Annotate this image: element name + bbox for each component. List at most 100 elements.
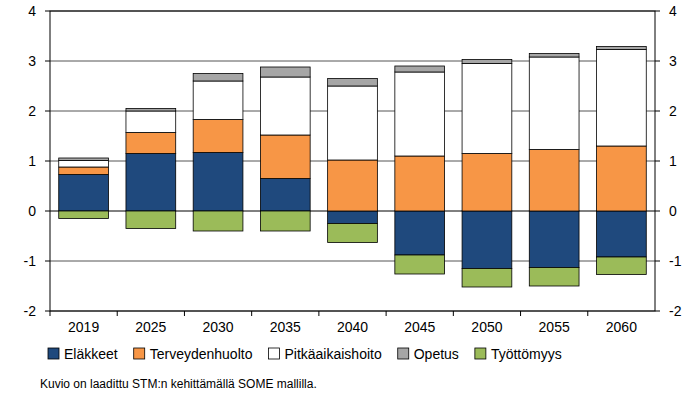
- category-label: 2060: [606, 319, 637, 335]
- legend-label: Opetus: [414, 346, 459, 362]
- bar: [597, 47, 647, 50]
- legend-swatch: [268, 348, 279, 359]
- tick-mark: [184, 311, 185, 316]
- tick-label: 0: [669, 203, 677, 219]
- bar: [126, 211, 176, 229]
- bar: [395, 66, 445, 72]
- tick-label: 2: [669, 103, 677, 119]
- bar: [260, 179, 310, 212]
- legend-swatch: [475, 348, 486, 359]
- category-label: 2030: [202, 319, 233, 335]
- tick-mark: [520, 311, 521, 316]
- bar: [260, 67, 310, 77]
- bar: [193, 120, 243, 153]
- category-label: 2045: [404, 319, 435, 335]
- category-label: 2019: [68, 319, 99, 335]
- tick-label: 4: [28, 3, 36, 19]
- tick-mark: [117, 311, 118, 316]
- bar: [462, 154, 512, 212]
- tick-mark: [655, 211, 660, 212]
- tick-mark: [45, 61, 50, 62]
- legend-swatch: [134, 348, 145, 359]
- tick-label: 1: [28, 153, 36, 169]
- category-label: 2025: [135, 319, 166, 335]
- bar: [395, 72, 445, 156]
- legend-label: Pitkäaikaishoito: [284, 346, 381, 362]
- bar: [462, 211, 512, 269]
- bar: [529, 211, 579, 268]
- bar: [193, 74, 243, 82]
- tick-mark: [655, 161, 660, 162]
- bar: [126, 133, 176, 154]
- tick-label: -1: [24, 253, 37, 269]
- tick-label: 2: [28, 103, 36, 119]
- category-label: 2055: [539, 319, 570, 335]
- bar: [597, 211, 647, 257]
- bar: [328, 224, 378, 243]
- bar: [597, 146, 647, 211]
- bar: [597, 50, 647, 147]
- tick-mark: [655, 61, 660, 62]
- tick-mark: [45, 261, 50, 262]
- legend-swatch: [48, 348, 59, 359]
- bar: [193, 81, 243, 120]
- tick-mark: [318, 311, 319, 316]
- tick-mark: [45, 311, 50, 312]
- category-label: 2040: [337, 319, 368, 335]
- bar: [328, 211, 378, 224]
- tick-label: 3: [28, 53, 36, 69]
- tick-label: -2: [24, 303, 37, 319]
- tick-label: -1: [669, 253, 682, 269]
- tick-mark: [45, 211, 50, 212]
- tick-label: -2: [669, 303, 682, 319]
- tick-mark: [655, 11, 660, 12]
- bar: [529, 57, 579, 150]
- category-label: 2035: [270, 319, 301, 335]
- legend-label: Eläkkeet: [64, 346, 118, 362]
- tick-label: 3: [669, 53, 677, 69]
- tick-label: 0: [28, 203, 36, 219]
- bar: [328, 79, 378, 87]
- bar: [328, 160, 378, 211]
- bar: [462, 60, 512, 64]
- tick-mark: [655, 261, 660, 262]
- bar: [59, 158, 109, 161]
- bar: [59, 175, 109, 212]
- bar: [59, 161, 109, 168]
- tick-mark: [45, 111, 50, 112]
- tick-mark: [655, 311, 660, 312]
- bar: [529, 268, 579, 287]
- bar: [59, 211, 109, 219]
- tick-mark: [587, 311, 588, 316]
- bar: [529, 150, 579, 212]
- plot-frame: [50, 11, 655, 311]
- tick-mark: [386, 311, 387, 316]
- bar: [126, 154, 176, 212]
- note: Kuvio on laadittu STM:n kehittämällä SOM…: [40, 377, 317, 391]
- bar: [59, 167, 109, 175]
- legend-label: Terveydenhuolto: [150, 346, 253, 362]
- grid: [45, 11, 660, 311]
- tick-mark: [655, 111, 660, 112]
- tick-mark: [45, 11, 50, 12]
- bar: [260, 211, 310, 231]
- tick-mark: [45, 161, 50, 162]
- bar: [597, 257, 647, 275]
- bar: [395, 255, 445, 274]
- legend-swatch: [398, 348, 409, 359]
- tick-label: 4: [669, 3, 677, 19]
- bar: [126, 111, 176, 133]
- bar: [395, 211, 445, 255]
- tick-label: 1: [669, 153, 677, 169]
- bar: [193, 211, 243, 231]
- chart: -2 -2 -1 -1 0 0 1 1 2 2 3 3 4 4 2019 2025 2030 2035 2040 20…: [0, 0, 696, 397]
- bar: [529, 54, 579, 58]
- bars: [59, 47, 647, 288]
- tick-mark: [453, 311, 454, 316]
- bar: [260, 135, 310, 179]
- bar: [462, 269, 512, 288]
- bar: [260, 77, 310, 135]
- bar: [395, 156, 445, 211]
- bar: [328, 86, 378, 160]
- bar: [462, 64, 512, 154]
